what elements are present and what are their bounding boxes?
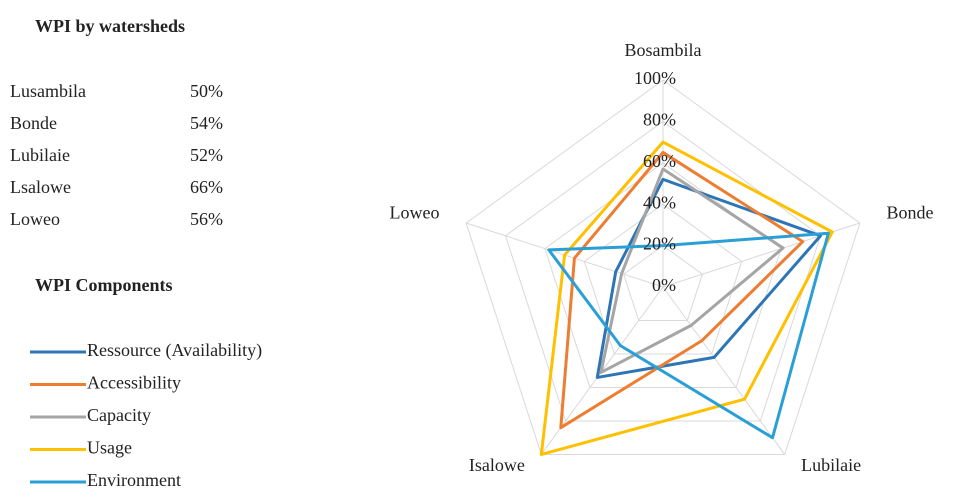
r-tick-label: 80% (643, 110, 676, 130)
table-name: Lsalowe (10, 177, 71, 197)
category-label: Isalowe (469, 455, 525, 475)
series-line (599, 167, 785, 374)
grid-ring (623, 244, 703, 321)
table-name: Loweo (10, 209, 60, 229)
grid-ring (465, 79, 861, 455)
table-value: 54% (190, 113, 223, 133)
spoke (662, 286, 786, 455)
table-value: 56% (190, 209, 223, 229)
table-value: 52% (190, 145, 223, 165)
table-name: Lubilaie (10, 145, 70, 165)
category-label: Loweo (390, 203, 440, 223)
grid-ring (583, 203, 743, 355)
series-line (547, 231, 830, 440)
table-name: Lusambila (10, 81, 86, 101)
category-label: Bosambila (625, 40, 702, 60)
legend-label: Capacity (87, 405, 151, 425)
r-tick-label: 100% (634, 68, 676, 88)
category-label: Lubilaie (801, 455, 861, 475)
r-tick-label: 60% (643, 151, 676, 171)
series-line (559, 150, 805, 430)
table-name: Bonde (10, 113, 57, 133)
legend-title: WPI Components (35, 275, 173, 295)
r-tick-label: 40% (643, 192, 676, 212)
table-value: 66% (190, 177, 223, 197)
legend-label: Accessibility (87, 373, 181, 393)
category-label: Bonde (886, 203, 933, 223)
table-title: WPI by watersheds (35, 16, 185, 36)
legend-label: Environment (87, 470, 181, 490)
series-line (539, 140, 834, 456)
legend-label: Ressource (Availability) (87, 340, 262, 361)
legend-label: Usage (87, 438, 132, 458)
r-tick-label: 20% (643, 234, 676, 254)
table-value: 50% (190, 81, 223, 101)
r-tick-label: 0% (652, 275, 676, 295)
